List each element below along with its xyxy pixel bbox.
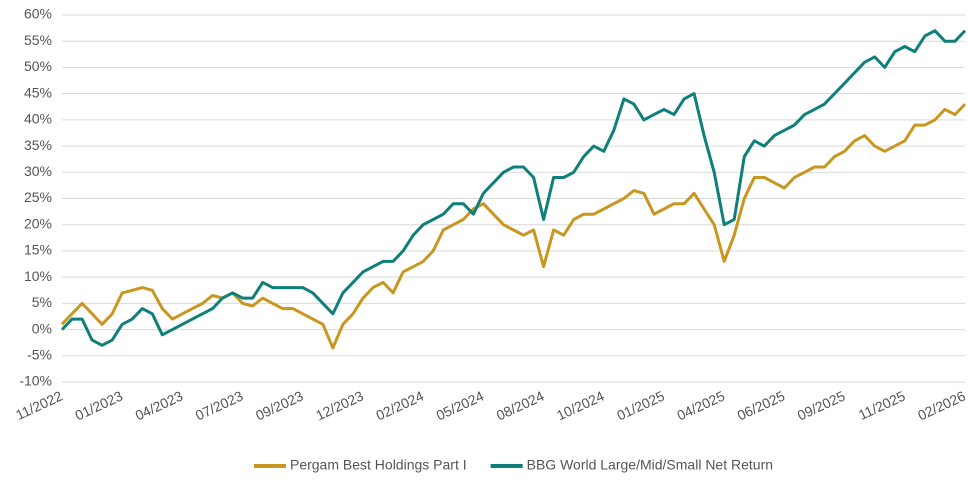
x-tick-label: 02/2024 (373, 387, 426, 423)
y-tick-label: 5% (32, 294, 52, 310)
y-tick-label: 0% (32, 320, 52, 336)
x-tick-label: 06/2025 (735, 387, 788, 423)
y-tick-label: 10% (24, 268, 52, 284)
y-tick-label: 20% (24, 215, 52, 231)
x-tick-label: 11/2025 (856, 387, 908, 423)
x-tick-label: 09/2025 (795, 387, 848, 423)
y-tick-label: 30% (24, 163, 52, 179)
y-tick-label: -10% (19, 373, 52, 389)
y-tick-label: 40% (24, 111, 52, 127)
y-tick-label: 55% (24, 32, 52, 48)
x-tick-label: 04/2025 (674, 387, 727, 423)
x-tick-label: 05/2024 (434, 387, 487, 423)
x-tick-label: 12/2023 (313, 387, 366, 423)
x-tick-label: 01/2023 (72, 387, 125, 423)
y-tick-label: 15% (24, 242, 52, 258)
x-tick-label: 10/2024 (554, 387, 607, 423)
x-tick-label: 11/2022 (13, 387, 65, 423)
x-tick-label: 01/2025 (614, 387, 667, 423)
y-tick-label: -5% (27, 346, 52, 362)
x-tick-label: 07/2023 (193, 387, 246, 423)
x-tick-label: 04/2023 (133, 387, 186, 423)
y-tick-label: 25% (24, 189, 52, 205)
y-tick-label: 35% (24, 137, 52, 153)
legend-label: Pergam Best Holdings Part I (290, 457, 467, 473)
y-tick-label: 60% (24, 6, 52, 22)
x-tick-label: 08/2024 (494, 387, 547, 423)
series-line (60, 103, 967, 350)
x-tick-label: 02/2026 (915, 387, 968, 423)
series-line (60, 29, 967, 347)
x-tick-label: 09/2023 (253, 387, 306, 423)
y-tick-label: 50% (24, 58, 52, 74)
y-tick-label: 45% (24, 84, 52, 100)
legend-label: BBG World Large/Mid/Small Net Return (527, 457, 773, 473)
